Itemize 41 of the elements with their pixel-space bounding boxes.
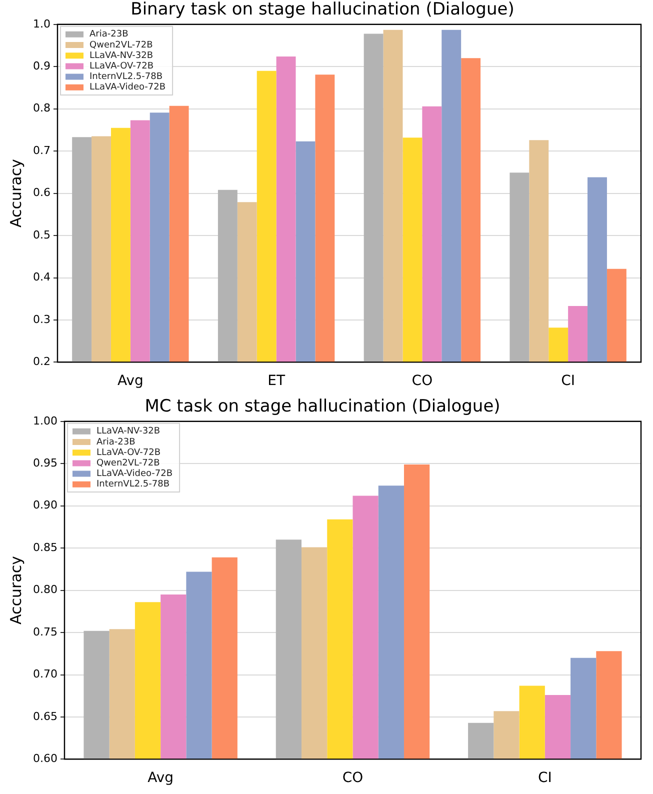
legend-label: LLaVA-OV-72B xyxy=(96,448,161,458)
y-tick-label: 0.5 xyxy=(32,228,50,242)
x-tick-label: ET xyxy=(268,373,286,390)
y-tick-label: 0.80 xyxy=(32,583,58,596)
y-tick-label: 0.85 xyxy=(32,540,58,554)
y-tick-label: 0.7 xyxy=(32,144,50,157)
legend-label: Qwen2VL-72B xyxy=(89,40,153,50)
y-tick-label: 1.00 xyxy=(32,414,58,428)
y-tick-label: 0.95 xyxy=(32,456,58,470)
y-axis-title: Accuracy xyxy=(6,158,25,228)
legend-label: LLaVA-NV-32B xyxy=(89,50,154,61)
y-tick-label: 0.70 xyxy=(32,668,58,681)
legend-label: LLaVA-Video-72B xyxy=(89,82,166,93)
legend-label: LLaVA-Video-72B xyxy=(96,469,173,480)
legend-label: Qwen2VL-72B xyxy=(96,458,160,469)
legend-label: InternVL2.5-78B xyxy=(96,480,170,490)
x-tick-label: Avg xyxy=(148,770,174,786)
y-tick-label: 0.90 xyxy=(32,498,58,512)
x-tick-label: CO xyxy=(412,373,433,390)
x-tick-label: CO xyxy=(342,770,364,786)
legend-label: Aria-23B xyxy=(96,437,136,448)
chart-title: MC task on stage hallucination (Dialogue) xyxy=(144,396,500,417)
y-axis-title: Accuracy xyxy=(6,556,25,625)
x-tick-label: CI xyxy=(538,770,552,786)
legend-label: LLaVA-NV-32B xyxy=(96,426,160,437)
y-tick-label: 0.2 xyxy=(32,355,50,368)
y-tick-label: 0.65 xyxy=(32,710,58,723)
y-tick-label: 0.4 xyxy=(32,270,50,284)
legend-label: LLaVA-OV-72B xyxy=(89,62,154,72)
y-tick-label: 0.75 xyxy=(32,625,58,638)
y-tick-label: 0.9 xyxy=(32,59,50,72)
y-tick-label: 0.6 xyxy=(32,186,50,200)
chart-title: Binary task on stage hallucination (Dialogue) xyxy=(130,0,514,20)
legend-label: Aria-23B xyxy=(89,30,128,40)
y-tick-label: 0.8 xyxy=(32,102,50,115)
y-tick-label: 0.3 xyxy=(32,312,50,326)
x-tick-label: Avg xyxy=(117,373,144,390)
y-tick-label: 0.60 xyxy=(32,752,58,766)
x-tick-label: CI xyxy=(561,373,576,390)
y-tick-label: 1.0 xyxy=(32,17,50,30)
legend-label: InternVL2.5-78B xyxy=(89,72,163,82)
